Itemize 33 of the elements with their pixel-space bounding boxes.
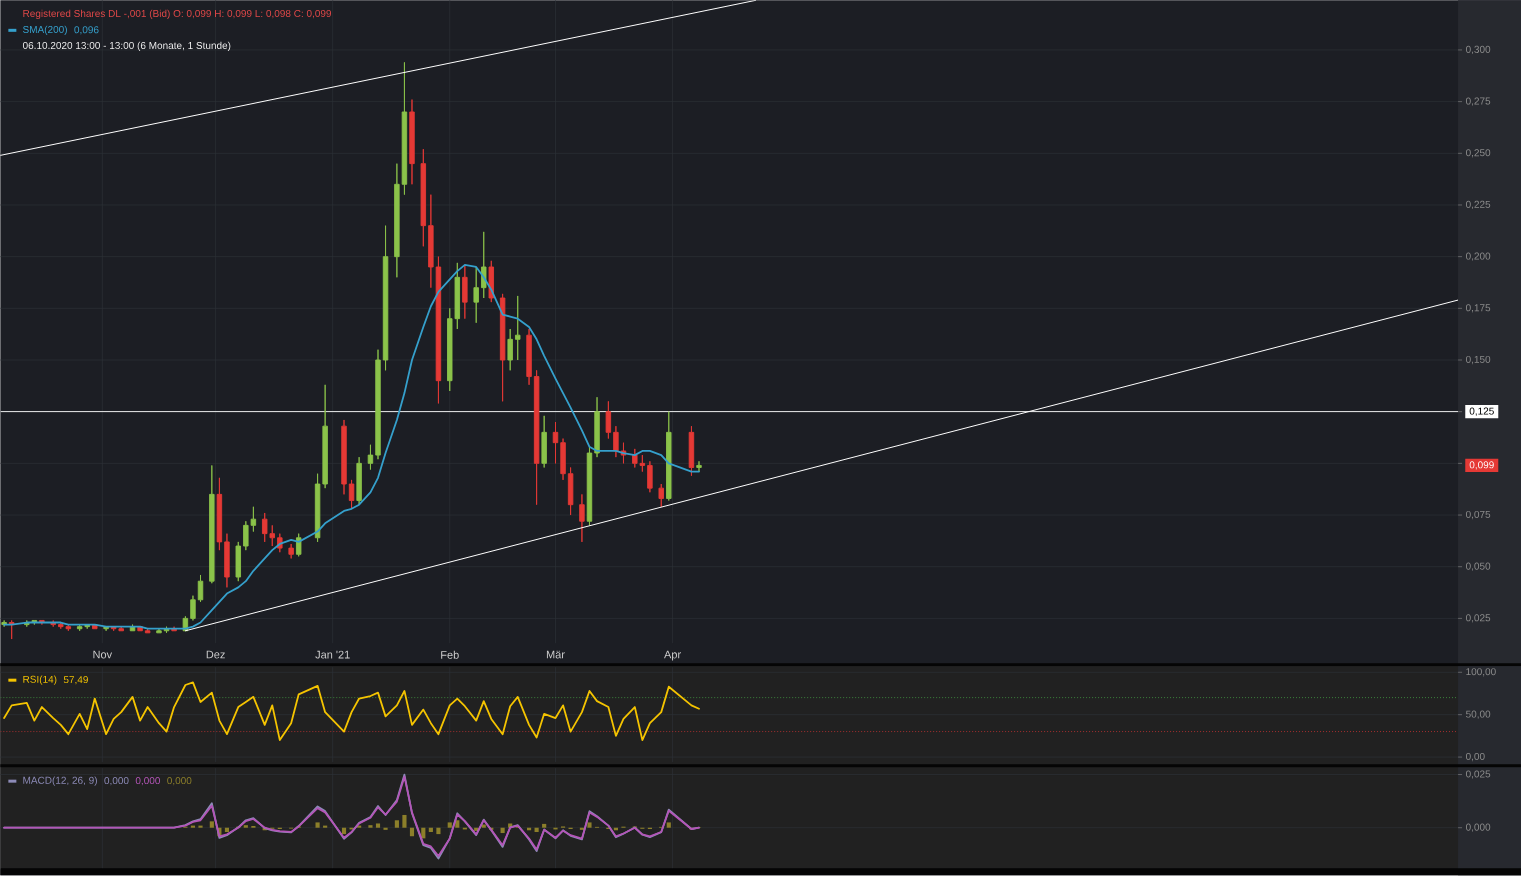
y-tick-label: 0,050: [1465, 562, 1491, 571]
y-tick-label: 0,025: [1465, 770, 1491, 779]
y-tick-label: 0,000: [1465, 823, 1491, 832]
y-tick-label: 0,075: [1465, 510, 1491, 520]
y-tick-label: 0,175: [1465, 304, 1491, 313]
text: 0,099: [1469, 461, 1494, 470]
x-tick-label: Mär: [546, 650, 565, 659]
annotation: 0,000: [135, 777, 161, 786]
legend-label: RSI(14): [23, 675, 57, 685]
legend-label: MACD(12, 26, 9): [23, 776, 97, 786]
y-tick-label: 0,00: [1465, 752, 1485, 762]
x-tick-label: Jan '21: [315, 650, 350, 659]
annotation: 0,096: [74, 26, 99, 35]
x-tick-label: Apr: [664, 650, 681, 661]
legend-label: SMA(200): [23, 25, 67, 35]
y-tick-label: 50,00: [1466, 710, 1491, 719]
annotation: 57,49: [63, 676, 88, 685]
y-tick-label: 100,00: [1466, 668, 1496, 677]
y-tick-label: 0,025: [1465, 614, 1491, 623]
y-tick-label: 0,300: [1465, 45, 1491, 55]
x-tick-label: Nov: [93, 650, 113, 659]
y-tick-label: 0,225: [1465, 200, 1491, 210]
annotation: 0,000: [104, 777, 129, 786]
y-tick-label: 0,250: [1465, 149, 1491, 158]
y-tick-label: 0,150: [1465, 355, 1491, 365]
y-tick-label: 0,200: [1465, 252, 1491, 261]
annotation: 0,000: [167, 777, 192, 786]
x-tick-label: Dez: [206, 650, 225, 659]
x-tick-label: Feb: [441, 650, 459, 659]
y-tick-label: 0,275: [1465, 97, 1491, 106]
text: Registered Shares DL -,001 (Bid) O: 0,099 H: 0,099 L: 0,098 C: 0,099: [23, 9, 332, 19]
text: 06.10.2020 13:00 - 13:00 (6 Monate, 1 Stunde): [22, 41, 231, 51]
ref-line-label: 0,125: [1469, 407, 1494, 416]
